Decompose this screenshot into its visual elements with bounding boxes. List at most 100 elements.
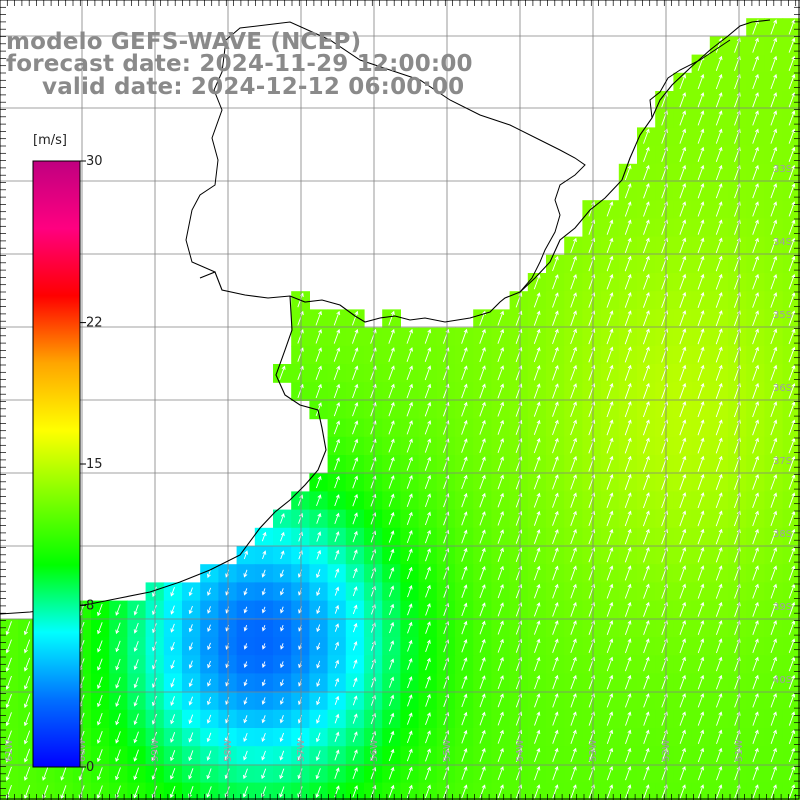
wind-arrow [606, 620, 614, 635]
wind-arrow [534, 766, 541, 781]
wind-arrow [552, 492, 559, 508]
wind-arrow [5, 748, 12, 763]
wind-arrow [570, 364, 577, 381]
wind-arrow [643, 565, 650, 581]
wind-arrow [407, 603, 413, 616]
wind-arrow [697, 310, 705, 327]
wind-arrow [461, 474, 468, 490]
longitude-label: 51W [734, 739, 745, 762]
wind-arrow [207, 642, 212, 651]
wind-arrow [770, 37, 778, 53]
wind-arrow [679, 364, 687, 381]
wind-arrow [461, 748, 468, 762]
wind-arrow [570, 310, 577, 326]
wind-arrow [715, 328, 723, 345]
wind-arrow [479, 711, 486, 726]
wind-arrow [461, 784, 468, 799]
wind-arrow [479, 693, 486, 708]
wind-arrow [752, 528, 759, 545]
wind-arrow [624, 601, 632, 617]
wind-arrow [679, 92, 687, 108]
wind-arrow [497, 638, 504, 653]
longitude-label: 53W [588, 739, 599, 762]
wind-arrow [770, 274, 778, 290]
wind-arrow [96, 785, 103, 799]
wind-arrow [443, 456, 450, 471]
wind-arrow [770, 674, 777, 690]
wind-arrow [552, 674, 559, 690]
wind-arrow [497, 656, 504, 671]
wind-arrow [515, 346, 523, 363]
wind-arrow [788, 346, 796, 363]
wind-arrow [479, 365, 486, 381]
wind-arrow [642, 328, 650, 345]
wind-arrow [206, 696, 212, 706]
wind-arrow [280, 606, 284, 614]
wind-arrow [642, 310, 650, 327]
wind-arrow [570, 437, 577, 454]
wind-arrow [679, 437, 687, 454]
wind-arrow [770, 601, 777, 617]
wind-arrow [5, 657, 12, 672]
wind-arrow [770, 328, 778, 345]
wind-arrow [697, 92, 705, 108]
wind-arrow [96, 767, 103, 781]
longitude-label: 60W [77, 739, 88, 762]
wind-arrow [624, 310, 632, 327]
wind-arrow [188, 750, 194, 762]
wind-arrow [461, 639, 468, 653]
wind-arrow [679, 711, 686, 726]
wind-arrow [552, 456, 559, 472]
wind-arrow [424, 328, 432, 344]
wind-arrow [424, 365, 432, 381]
wind-arrow [352, 695, 358, 706]
wind-arrow [624, 620, 632, 635]
wind-arrow [697, 146, 705, 162]
wind-arrow [424, 383, 432, 399]
wind-arrow [715, 255, 723, 272]
wind-arrow [752, 437, 759, 454]
wind-arrow [5, 675, 12, 690]
wind-arrow [715, 510, 723, 527]
wind-arrow [624, 273, 632, 290]
wind-arrow [316, 512, 322, 524]
wind-arrow [443, 511, 450, 526]
wind-arrow [606, 201, 614, 217]
wind-arrow [570, 620, 577, 635]
wind-arrow [133, 641, 139, 652]
wind-arrow [170, 660, 175, 670]
latitude-label: 33S [773, 164, 792, 175]
model-title: modelo GEFS-WAVE (NCEP) [6, 29, 362, 55]
wind-arrow [188, 732, 194, 743]
wind-arrow [552, 310, 559, 326]
wind-arrow [552, 747, 559, 763]
wind-arrow [352, 530, 358, 543]
wind-arrow [424, 456, 432, 471]
wind-arrow [624, 492, 632, 509]
wind-arrow [5, 621, 12, 636]
wind-arrow [770, 383, 778, 399]
wind-arrow [279, 569, 284, 578]
wind-arrow [280, 550, 285, 560]
wind-arrow [407, 639, 413, 652]
wind-arrow [461, 711, 468, 726]
wind-arrow [279, 786, 285, 798]
wind-arrow [697, 237, 705, 254]
wind-arrow [261, 531, 267, 542]
wind-arrow [752, 219, 759, 235]
wind-arrow [533, 547, 541, 563]
wind-arrow [752, 638, 759, 654]
wind-arrow [280, 661, 284, 669]
wind-arrow [261, 588, 266, 596]
wind-arrow [770, 437, 778, 454]
wind-arrow [624, 364, 632, 381]
wind-arrow [169, 785, 176, 799]
wind-arrow [316, 606, 321, 615]
wind-arrow [752, 55, 759, 71]
wind-arrow [570, 583, 577, 599]
wind-arrow [533, 583, 541, 599]
wind-arrow [642, 528, 650, 545]
wind-arrow [479, 347, 486, 363]
wind-arrow [770, 419, 778, 436]
